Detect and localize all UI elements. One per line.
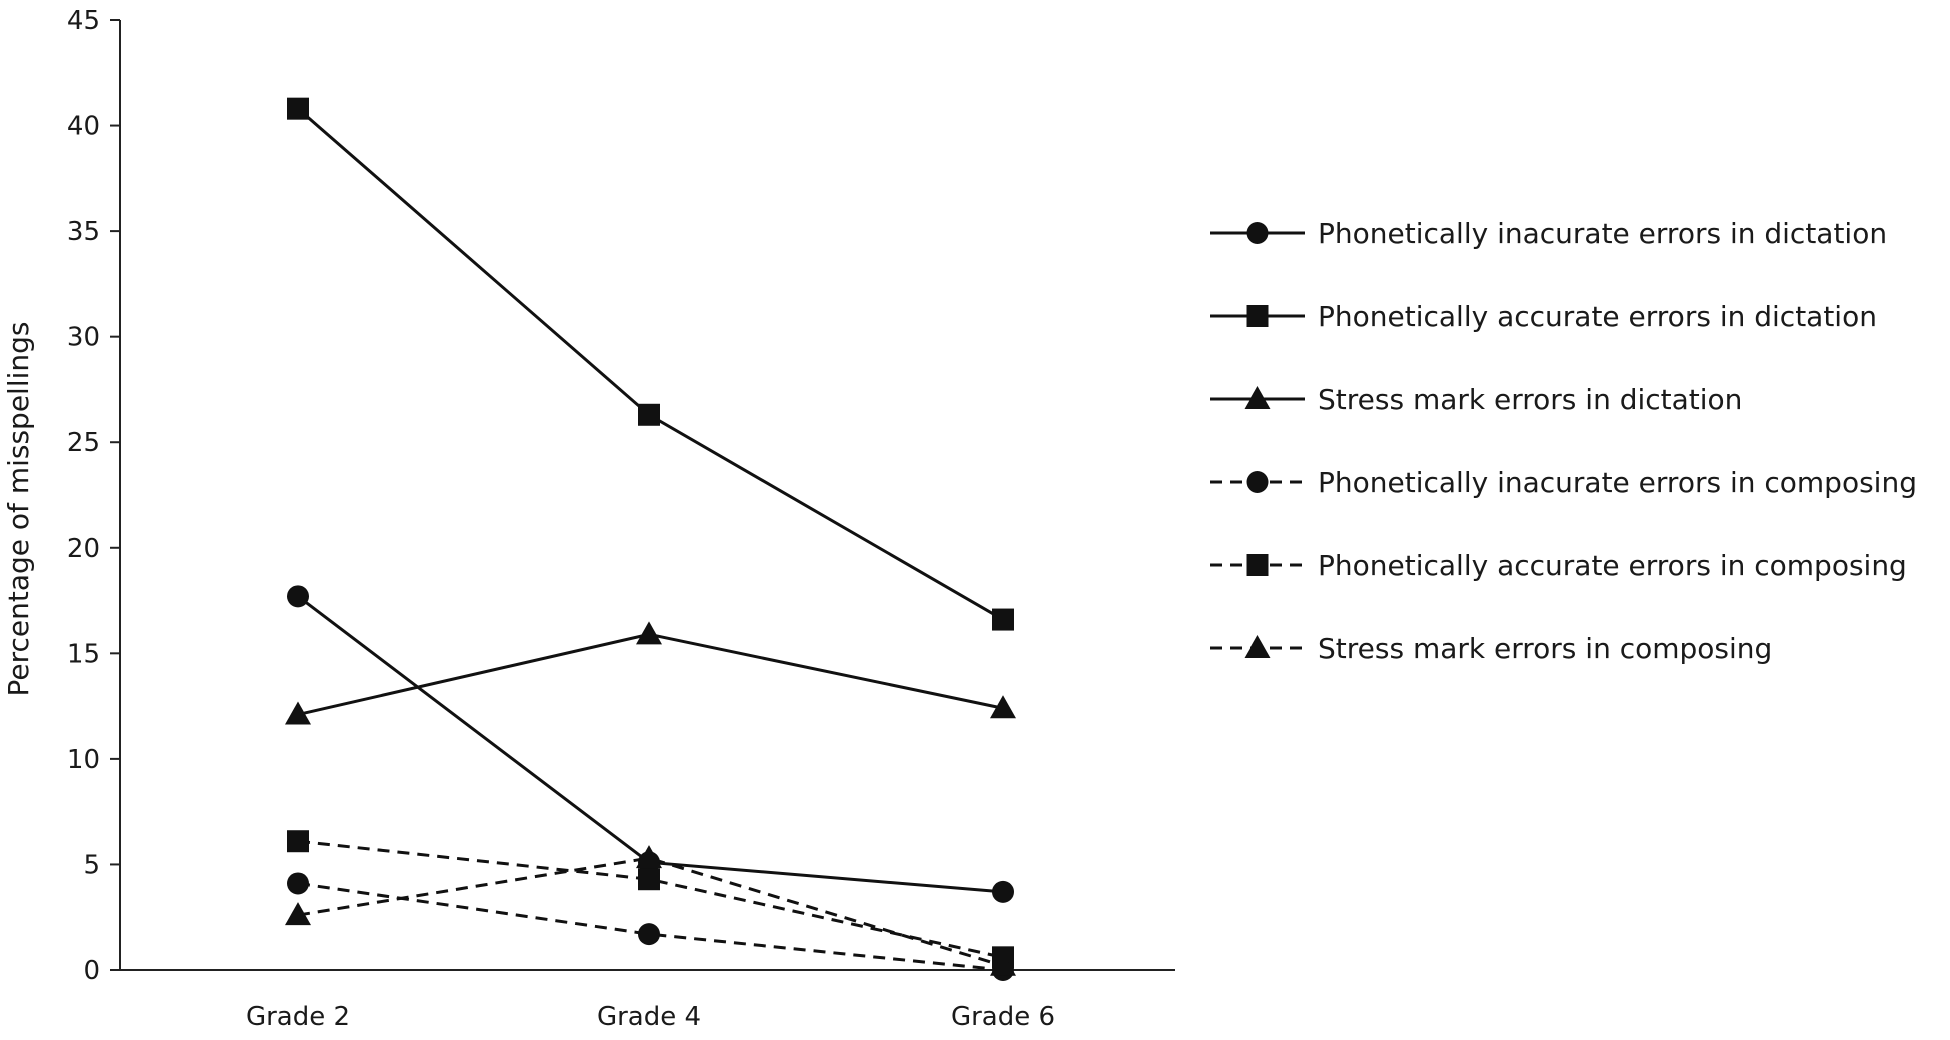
legend-item: Phonetically inacurate errors in dictati… — [1210, 217, 1887, 250]
data-point-square — [287, 830, 309, 853]
legend-marker-circle — [1246, 471, 1269, 493]
data-point-triangle — [636, 621, 662, 645]
series-line — [297, 632, 1004, 717]
legend-marker-square — [1246, 554, 1269, 576]
y-tick-label: 45 — [67, 6, 100, 36]
series-2 — [287, 97, 1014, 631]
series-line — [297, 856, 1004, 968]
legend-label: Stress mark errors in composing — [1318, 632, 1772, 665]
legend-marker-circle — [1246, 222, 1269, 244]
x-tick-label: Grade 2 — [246, 1002, 350, 1032]
y-tick-label: 15 — [67, 639, 100, 669]
legend-item: Stress mark errors in composing — [1210, 632, 1772, 665]
axes: 0 5 10 15 20 25 30 35 40 45 Grade 2 Grade 4 Grade 6 — [67, 6, 1175, 1032]
data-point-triangle — [990, 952, 1016, 976]
y-tick-label: 40 — [67, 112, 100, 142]
legend-label: Phonetically inacurate errors in composi… — [1318, 466, 1917, 499]
data-point-circle — [992, 880, 1014, 903]
legend-item: Stress mark errors in dictation — [1210, 383, 1742, 416]
data-point-square — [287, 97, 309, 120]
y-tick-label: 30 — [67, 323, 100, 353]
legend-marker-triangle — [1244, 386, 1271, 409]
y-tick-label: 35 — [67, 217, 100, 247]
y-tick-label: 0 — [83, 956, 100, 986]
series-line — [297, 107, 1004, 621]
x-tick-label: Grade 6 — [951, 1002, 1055, 1032]
data-point-circle — [287, 872, 309, 895]
legend-label: Phonetically accurate errors in composin… — [1318, 549, 1907, 582]
data-point-square — [638, 868, 660, 891]
legend-label: Phonetically accurate errors in dictatio… — [1318, 300, 1877, 333]
legend-item: Phonetically inacurate errors in composi… — [1210, 466, 1917, 499]
y-tick-label: 10 — [67, 745, 100, 775]
data-point-circle — [638, 923, 660, 946]
series-lines — [285, 97, 1016, 981]
legend-label: Stress mark errors in dictation — [1318, 383, 1742, 416]
x-tick-label: Grade 4 — [597, 1002, 701, 1032]
data-point-square — [638, 403, 660, 426]
data-point-triangle — [990, 695, 1016, 719]
data-point-triangle — [636, 845, 662, 869]
series-6 — [285, 845, 1016, 976]
legend-label: Phonetically inacurate errors in dictati… — [1318, 217, 1887, 250]
y-axis-title: Percentage of misspellings — [2, 322, 35, 697]
data-point-circle — [287, 585, 309, 608]
data-point-square — [992, 608, 1014, 631]
series-line — [297, 881, 1004, 972]
legend-item: Phonetically accurate errors in composin… — [1210, 549, 1907, 582]
y-tick-label: 25 — [67, 428, 100, 458]
legend: Phonetically inacurate errors in dictati… — [1210, 217, 1917, 665]
series-3 — [285, 621, 1016, 725]
data-point-triangle — [285, 701, 311, 725]
y-tick-label: 5 — [83, 850, 100, 880]
data-point-triangle — [285, 902, 311, 926]
y-tick-label: 20 — [67, 534, 100, 564]
legend-marker-triangle — [1244, 635, 1271, 658]
legend-marker-square — [1246, 305, 1269, 327]
legend-item: Phonetically accurate errors in dictatio… — [1210, 300, 1877, 333]
